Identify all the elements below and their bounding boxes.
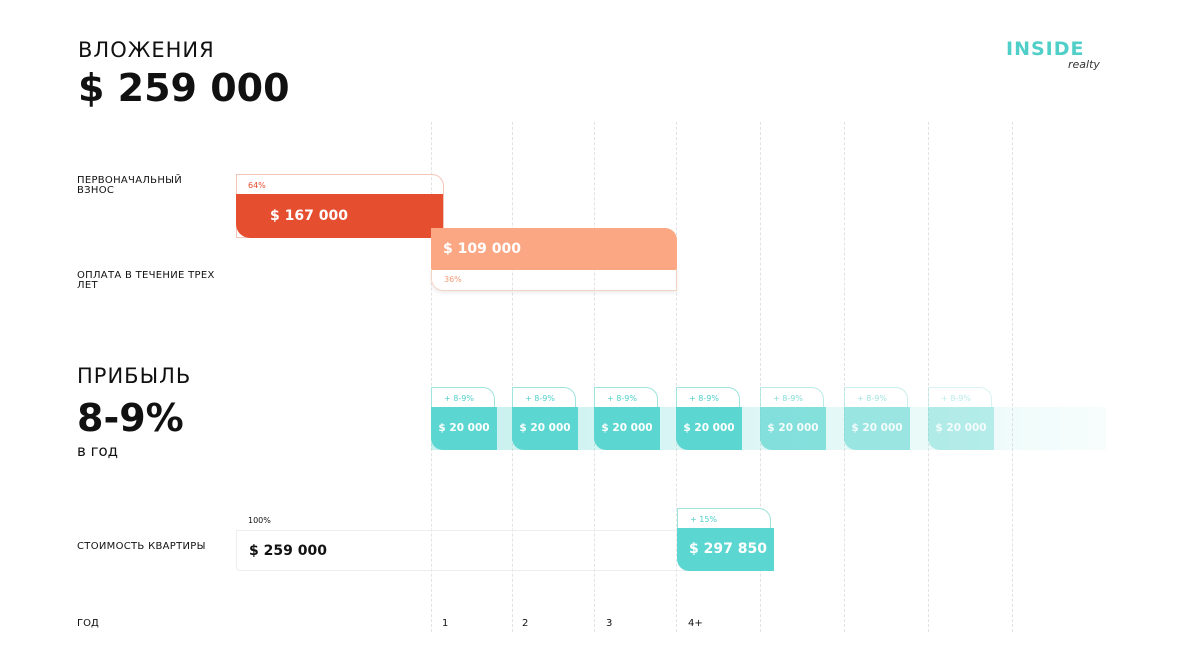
installments-bar: $ 109 000 <box>431 228 677 270</box>
amount: $ 20 000 <box>676 407 742 450</box>
grid-line <box>594 122 595 632</box>
grid-line <box>1012 122 1013 632</box>
row-label: ОПЛАТА В ТЕЧЕНИЕ ТРЕХ ЛЕТ <box>77 270 215 291</box>
grid-line <box>512 122 513 632</box>
grid-line <box>676 122 677 632</box>
amount: $ 20 000 <box>512 407 578 450</box>
apartment-bar: $ 259 000 <box>236 530 696 571</box>
year-tick: 4+ <box>688 618 703 629</box>
profit-title: ПРИБЫЛЬ <box>77 364 192 388</box>
logo: INSIDE <box>1006 38 1085 60</box>
row-label: ПЕРВОНАЧАЛЬНЫЙ ВЗНОС <box>77 175 183 196</box>
new-amount: $ 297 850 <box>677 528 774 571</box>
percent: 100% <box>248 516 271 525</box>
down-payment-bar: $ 167 000 <box>236 194 443 238</box>
grid-line <box>760 122 761 632</box>
total-amount: $ 259 000 <box>78 66 290 110</box>
grid-line <box>928 122 929 632</box>
percent: 36% <box>431 269 677 291</box>
profit-period: в год <box>77 442 119 460</box>
percent: 64% <box>248 181 266 190</box>
amount: $ 20 000 <box>844 407 910 450</box>
year-tick: 3 <box>606 618 613 629</box>
amount: $ 20 000 <box>928 407 994 450</box>
title: ВЛОЖЕНИЯ <box>78 38 215 62</box>
badge: + 8-9% <box>928 387 992 417</box>
amount: $ 20 000 <box>594 407 660 450</box>
grid-line <box>844 122 845 632</box>
amount: $ 20 000 <box>760 407 826 450</box>
year-tick: 1 <box>442 618 449 629</box>
amount: $ 20 000 <box>431 407 497 450</box>
years-label: ГОД <box>77 618 99 629</box>
grid-line <box>431 122 432 632</box>
year-tick: 2 <box>522 618 529 629</box>
row-label: СТОИМОСТЬ КВАРТИРЫ <box>77 541 206 552</box>
profit-rate: 8-9% <box>77 396 184 440</box>
logo-sub: realty <box>1068 58 1100 71</box>
